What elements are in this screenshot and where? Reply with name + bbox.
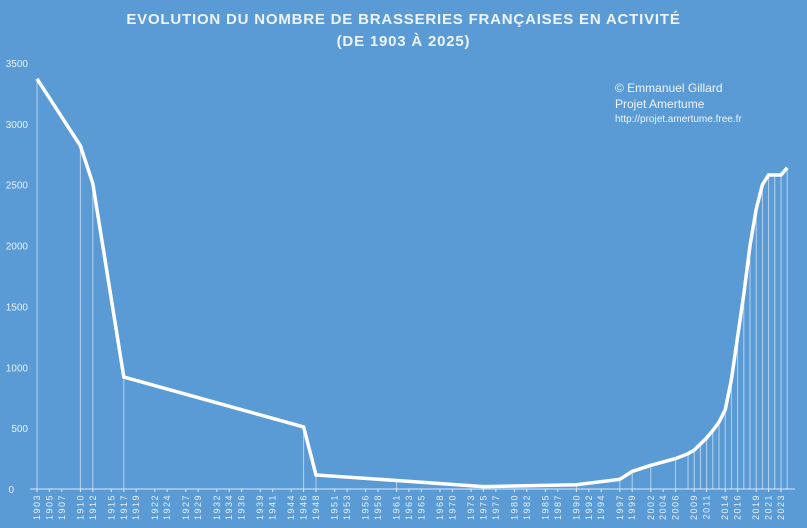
x-tick-label: 1997 [615, 494, 625, 520]
credit-block: © Emmanuel Gillard Projet Amertume http:… [615, 80, 742, 128]
x-tick-label: 1951 [330, 494, 340, 520]
x-tick-label: 1956 [361, 494, 371, 520]
x-tick-label: 1907 [57, 494, 67, 520]
x-tick-label: 1905 [44, 494, 54, 520]
x-tick-label: 1922 [150, 494, 160, 520]
x-tick-label: 1936 [237, 494, 247, 520]
x-tick-label: 2011 [702, 494, 712, 519]
chart-title-line1: EVOLUTION DU NOMBRE DE BRASSERIES FRANÇA… [126, 11, 681, 28]
y-tick-label: 1500 [6, 302, 29, 313]
credit-author: © Emmanuel Gillard [615, 81, 723, 95]
x-tick-label: 2002 [646, 494, 656, 520]
x-tick-label: 1985 [540, 494, 550, 520]
x-tick-label: 1915 [106, 494, 116, 520]
y-tick-label: 3000 [6, 120, 29, 131]
credit-project: Projet Amertume [615, 97, 705, 111]
y-tick-label: 2000 [6, 242, 29, 253]
x-tick-label: 1948 [311, 494, 321, 520]
y-axis: 0 500 1000 1500 2000 2500 3000 3500 [6, 59, 29, 496]
x-tick-label: 1927 [181, 494, 191, 520]
x-tick-label: 1977 [491, 494, 501, 520]
x-tick-label: 1987 [553, 494, 563, 520]
x-tick-label: 2016 [733, 494, 743, 520]
y-tick-label: 3500 [6, 59, 29, 70]
x-tick-label: 1973 [466, 494, 476, 520]
y-tick-label: 2500 [6, 181, 29, 192]
x-tick-label: 2019 [751, 494, 761, 520]
x-tick-label: 1919 [131, 494, 141, 520]
x-axis: 1903 1905 1907 1910 1912 1915 1917 1919 1922 1924… [30, 488, 795, 520]
x-tick-label: 1917 [119, 494, 129, 520]
y-tick-label: 1000 [6, 363, 29, 374]
x-tick-label: 2009 [689, 494, 699, 520]
x-tick-label: 1975 [478, 494, 488, 520]
x-tick-label: 2014 [720, 494, 730, 520]
x-tick-label: 1924 [162, 494, 172, 520]
x-tick-label: 1970 [447, 494, 457, 520]
x-tick-label: 1903 [32, 494, 42, 520]
x-tick-label: 1961 [392, 494, 402, 520]
x-tick-label: 1929 [193, 494, 203, 520]
x-tick-label: 1941 [268, 494, 278, 520]
x-tick-label: 1990 [571, 494, 581, 520]
x-tick-label: 2021 [764, 494, 774, 520]
x-tick-label: 2023 [776, 494, 786, 520]
x-tick-label: 1910 [75, 494, 85, 520]
x-tick-label: 1994 [596, 494, 606, 520]
x-tick-label: 1939 [255, 494, 265, 520]
x-tick-label: 1958 [373, 494, 383, 520]
x-tick-label: 2006 [671, 494, 681, 520]
x-tick-label: 2004 [658, 494, 668, 520]
x-tick-label: 1992 [584, 494, 594, 520]
data-drop-lines [36, 78, 788, 489]
y-tick-label: 0 [8, 485, 14, 496]
x-tick-label: 1980 [509, 494, 519, 520]
x-tick-label: 1912 [88, 494, 98, 520]
x-tick-label: 1965 [416, 494, 426, 520]
x-tick-label: 1946 [299, 494, 309, 520]
x-tick-label: 1999 [627, 494, 637, 520]
y-tick-label: 500 [11, 424, 28, 435]
x-tick-label: 1932 [212, 494, 222, 520]
x-tick-label: 1934 [224, 494, 234, 520]
x-tick-label: 1982 [522, 494, 532, 520]
x-tick-label: 1968 [435, 494, 445, 520]
chart-title-line2: (DE 1903 À 2025) [336, 33, 471, 50]
x-tick-label: 1944 [286, 494, 296, 520]
credit-url: http://projet.amertume.free.fr [615, 114, 742, 125]
x-tick-label: 1953 [342, 494, 352, 520]
data-line [35, 77, 789, 489]
x-tick-label: 1963 [404, 494, 414, 520]
